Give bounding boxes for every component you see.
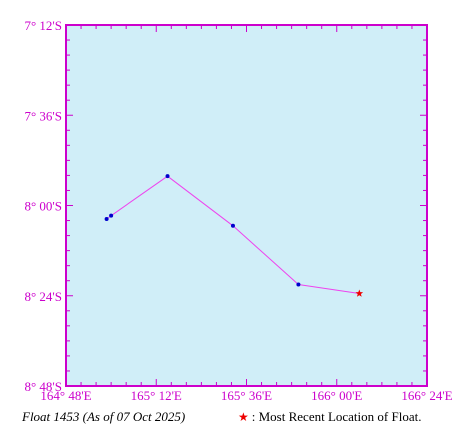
y-tick-label: 8° 48'S — [24, 379, 62, 394]
y-tick-label: 7° 36'S — [24, 108, 62, 123]
float-position-point — [109, 213, 114, 218]
float-position-point — [165, 174, 170, 179]
x-tick-label: 166° 24'E — [401, 388, 452, 403]
legend-text: : Most Recent Location of Float. — [251, 409, 422, 424]
x-tick-label: 165° 36'E — [221, 388, 272, 403]
legend: ★: Most Recent Location of Float. — [238, 409, 421, 425]
float-position-point — [296, 282, 301, 287]
float-position-point — [230, 223, 235, 228]
latest-position-star — [355, 289, 364, 297]
float-position-point — [104, 217, 109, 222]
float-caption: Float 1453 (As of 07 Oct 2025) — [22, 409, 186, 424]
y-tick-label: 8° 24'S — [24, 289, 62, 304]
ocean-area — [66, 25, 427, 386]
y-tick-label: 7° 12'S — [24, 18, 62, 33]
x-tick-label: 164° 48'E — [40, 388, 91, 403]
float-positions — [104, 174, 364, 297]
map-frame — [65, 24, 428, 387]
y-tick-label: 8° 00'S — [24, 199, 62, 214]
x-tick-label: 165° 12'E — [131, 388, 182, 403]
axis-tick-labels: 164° 48'E 165° 12'E 165° 36'E 166° 00'E 166°… — [24, 18, 452, 403]
red-star-icon: ★ — [238, 410, 249, 424]
x-tick-label: 166° 00'E — [311, 388, 362, 403]
